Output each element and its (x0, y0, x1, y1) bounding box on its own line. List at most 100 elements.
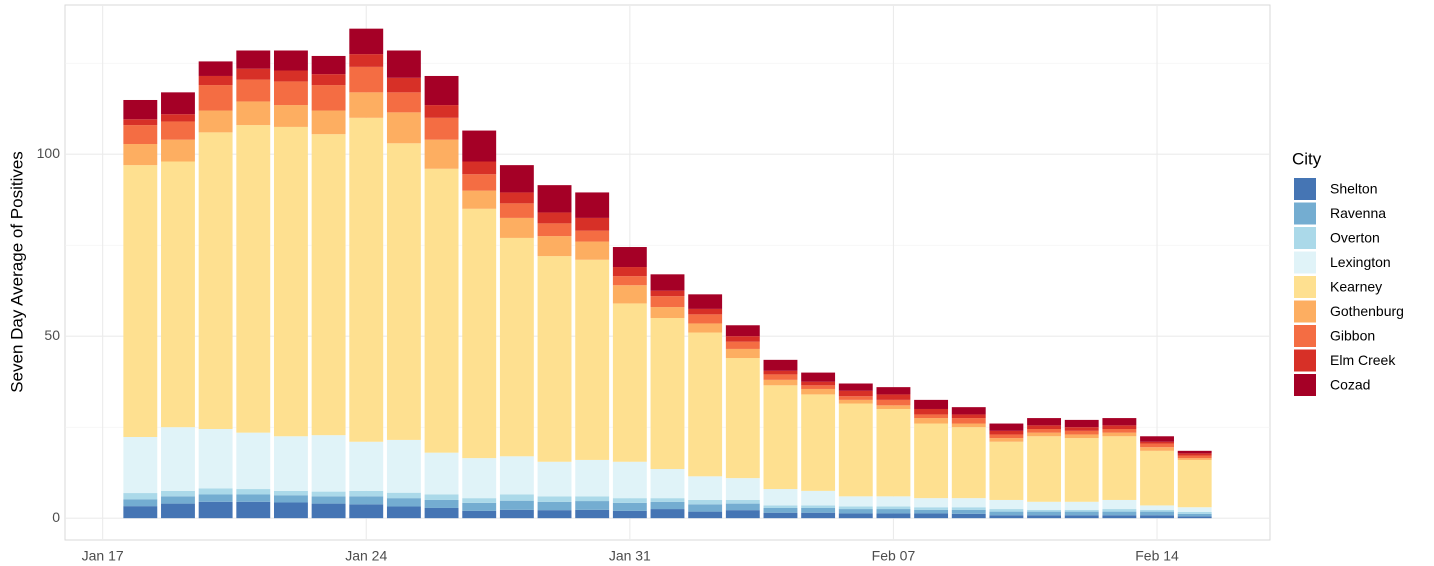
bar-segment (1102, 436, 1137, 500)
bar-segment (273, 126, 308, 437)
bar-segment (161, 92, 195, 115)
bar-segment (612, 276, 647, 286)
bar-segment (273, 105, 308, 127)
bar-segment (876, 496, 911, 507)
bar-segment (1064, 511, 1099, 516)
bar-segment (1102, 499, 1137, 510)
bar-segment (989, 430, 1024, 435)
bar-segment (386, 50, 421, 78)
bar-segment (236, 68, 271, 80)
bar-segment (236, 50, 271, 69)
bar-segment (914, 423, 949, 499)
bar-segment (424, 168, 459, 453)
bar-segment (1102, 425, 1137, 429)
bar-segment (161, 496, 195, 504)
bar-segment (311, 134, 346, 436)
bar-segment (688, 332, 723, 477)
bar-segment (462, 208, 497, 459)
bar-segment (1027, 509, 1062, 512)
bar-segment (1064, 501, 1099, 510)
bar-segment (1027, 432, 1062, 437)
bar-segment (1140, 511, 1174, 516)
legend-key (1294, 227, 1316, 249)
bar-segment (462, 502, 497, 511)
bar-segment (914, 399, 949, 409)
bar-segment (801, 505, 836, 508)
bar-segment (801, 388, 836, 395)
bar-segment (763, 489, 798, 506)
bar-segment (311, 110, 346, 135)
bar-segment (1177, 450, 1212, 454)
bar-segment (161, 503, 195, 519)
bar-segment (763, 370, 798, 375)
bar-segment (989, 509, 1024, 512)
bar-segment (1177, 513, 1212, 517)
bar-segment (688, 294, 723, 309)
bar-segment (575, 259, 610, 460)
bar-segment (1064, 430, 1099, 435)
bar-segment (499, 456, 534, 495)
legend-label: Gibbon (1330, 328, 1375, 344)
bar-segment (499, 509, 534, 519)
bar-segment (1177, 507, 1212, 512)
bar-segment (311, 85, 346, 111)
bar-segment (763, 359, 798, 371)
bar-segment (612, 303, 647, 462)
bar-segment (650, 296, 685, 308)
bar-segment (838, 506, 873, 510)
bar-segment (424, 117, 459, 140)
bar-segment (1140, 505, 1174, 510)
legend-key (1294, 202, 1316, 225)
y-tick-label: 50 (44, 327, 60, 343)
bar-segment (349, 117, 384, 442)
bar-segment (236, 494, 271, 502)
bar-segment (537, 510, 572, 519)
legend-label: Cozad (1330, 377, 1370, 393)
bar-segment (801, 394, 836, 491)
bar-segment (914, 507, 949, 510)
bar-segment (537, 256, 572, 462)
bar-segment (123, 437, 158, 494)
bar-segment (349, 66, 384, 93)
bar-segment (273, 490, 308, 496)
bar-segment (123, 119, 158, 126)
bar-segment (838, 390, 873, 397)
bar-segment (424, 105, 459, 118)
bar-segment (876, 408, 911, 497)
bar-segment (123, 165, 158, 438)
bar-segment (612, 267, 647, 277)
bar-segment (462, 510, 497, 519)
bar-segment (612, 285, 647, 304)
bar-segment (612, 498, 647, 503)
bar-segment (1064, 427, 1099, 431)
bar-segment (198, 494, 233, 502)
bar-segment (424, 494, 459, 500)
bar-segment (1027, 501, 1062, 510)
bar-segment (801, 381, 836, 386)
bar-segment (386, 439, 421, 493)
bar-segment (688, 308, 723, 315)
bar-segment (537, 223, 572, 237)
bar-segment (386, 492, 421, 499)
bar-segment (1140, 515, 1174, 519)
bar-segment (1177, 455, 1212, 459)
bar-segment (725, 478, 760, 500)
bar-segment (462, 174, 497, 191)
bar-segment (914, 418, 949, 424)
bar-segment (123, 144, 158, 166)
bar-segment (612, 510, 647, 519)
bar-segment (1064, 509, 1099, 512)
bar-segment (1102, 511, 1137, 516)
bar-segment (1140, 450, 1174, 506)
bar-segment (1140, 441, 1174, 444)
bar-segment (838, 403, 873, 497)
bar-segment (499, 237, 534, 457)
bar-segment (575, 217, 610, 231)
bar-segment (236, 101, 271, 126)
bar-segment (311, 55, 346, 75)
bar-segment (763, 505, 798, 508)
legend-label: Elm Creek (1330, 352, 1396, 368)
bar-segment (838, 513, 873, 519)
bar-segment (236, 489, 271, 495)
bar-segment (650, 317, 685, 470)
